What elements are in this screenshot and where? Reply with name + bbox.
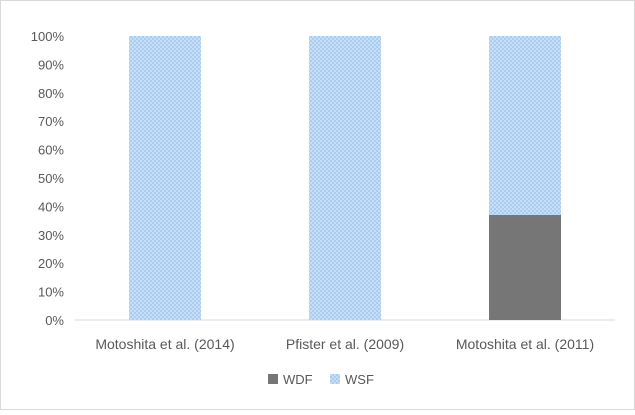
bar-wdf bbox=[489, 214, 561, 320]
y-tick-label: 80% bbox=[38, 86, 64, 101]
y-tick-label: 0% bbox=[45, 313, 64, 328]
legend: WDF WSF bbox=[268, 372, 374, 387]
legend-swatch-wdf bbox=[268, 374, 278, 384]
y-tick-label: 100% bbox=[31, 29, 65, 44]
x-tick-label: Pfister et al. (2009) bbox=[286, 336, 404, 352]
x-tick-label: Motoshita et al. (2014) bbox=[95, 336, 234, 352]
y-tick-label: 90% bbox=[38, 57, 64, 72]
y-axis: 0% 10% 20% 30% 40% 50% 60% 70% 80% 90% 100% bbox=[31, 29, 65, 328]
y-tick-label: 10% bbox=[38, 285, 64, 300]
x-tick-label: Motoshita et al. (2011) bbox=[456, 336, 594, 352]
bars-group bbox=[129, 36, 561, 320]
x-axis-labels: Motoshita et al. (2014) Pfister et al. (2… bbox=[95, 336, 594, 352]
legend-label-wdf: WDF bbox=[283, 372, 313, 387]
y-tick-label: 30% bbox=[38, 228, 64, 243]
y-tick-label: 40% bbox=[38, 199, 64, 214]
y-tick-label: 60% bbox=[38, 143, 64, 158]
legend-swatch-wsf bbox=[330, 374, 340, 384]
bar-wsf bbox=[489, 36, 561, 215]
bar-wsf bbox=[129, 36, 201, 320]
y-tick-label: 20% bbox=[38, 256, 64, 271]
bar-wsf bbox=[309, 36, 381, 320]
legend-label-wsf: WSF bbox=[345, 372, 374, 387]
y-tick-label: 70% bbox=[38, 114, 64, 129]
y-tick-label: 50% bbox=[38, 171, 64, 186]
